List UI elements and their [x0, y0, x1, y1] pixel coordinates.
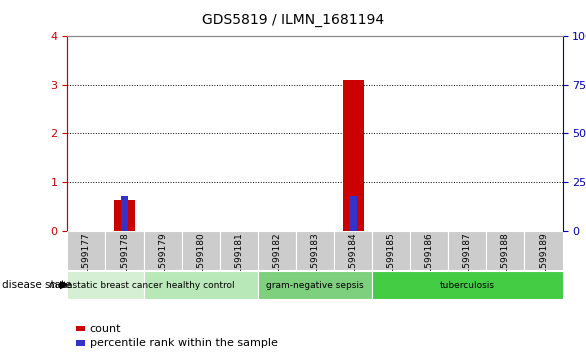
Text: gram-negative sepsis: gram-negative sepsis: [266, 281, 364, 290]
Bar: [144, 231, 182, 270]
Bar: [448, 231, 486, 270]
Text: GSM1599186: GSM1599186: [425, 232, 434, 293]
Text: GSM1599178: GSM1599178: [120, 232, 129, 293]
Text: GDS5819 / ILMN_1681194: GDS5819 / ILMN_1681194: [202, 13, 384, 27]
Bar: [524, 231, 563, 270]
Text: GSM1599187: GSM1599187: [463, 232, 472, 293]
Bar: [349, 196, 357, 231]
Text: ▶: ▶: [60, 280, 69, 290]
Bar: [372, 271, 563, 299]
Text: GSM1599181: GSM1599181: [234, 232, 243, 293]
Bar: [372, 231, 410, 270]
Text: GSM1599189: GSM1599189: [539, 232, 548, 293]
Text: GSM1599177: GSM1599177: [82, 232, 91, 293]
Text: GSM1599182: GSM1599182: [272, 232, 281, 293]
Bar: [114, 200, 135, 231]
Text: count: count: [90, 323, 121, 334]
Bar: [182, 231, 220, 270]
Text: GSM1599179: GSM1599179: [158, 232, 167, 293]
Bar: [121, 196, 128, 231]
Bar: [67, 231, 105, 270]
Bar: [258, 231, 296, 270]
Bar: [67, 271, 144, 299]
Bar: [220, 231, 258, 270]
Bar: [296, 231, 334, 270]
Text: GSM1599183: GSM1599183: [311, 232, 319, 293]
Text: GSM1599184: GSM1599184: [349, 232, 357, 293]
Bar: [258, 271, 372, 299]
Bar: [486, 231, 524, 270]
Bar: [410, 231, 448, 270]
Text: GSM1599180: GSM1599180: [196, 232, 205, 293]
Bar: [334, 231, 372, 270]
Bar: [343, 80, 363, 231]
Bar: [144, 271, 258, 299]
Text: healthy control: healthy control: [166, 281, 235, 290]
Text: metastatic breast cancer: metastatic breast cancer: [49, 281, 162, 290]
Text: disease state: disease state: [2, 280, 71, 290]
Text: tuberculosis: tuberculosis: [440, 281, 495, 290]
Text: GSM1599188: GSM1599188: [501, 232, 510, 293]
Bar: [105, 231, 144, 270]
Text: percentile rank within the sample: percentile rank within the sample: [90, 338, 278, 348]
Text: GSM1599185: GSM1599185: [387, 232, 396, 293]
